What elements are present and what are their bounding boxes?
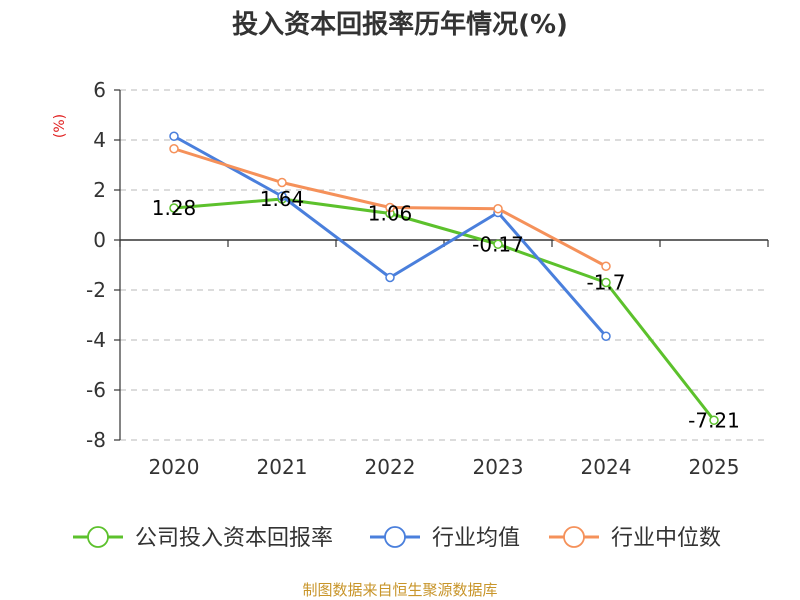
y-tick-label: -2 (86, 278, 106, 302)
legend-label: 行业中位数 (611, 526, 721, 551)
x-tick-label: 2025 (689, 455, 740, 479)
axes (114, 89, 769, 441)
data-point (277, 191, 287, 201)
legend-label: 行业均值 (432, 526, 520, 551)
data-point (601, 277, 611, 288)
data-point (169, 144, 179, 154)
source-note: 制图数据来自恒生聚源数据库 (302, 581, 497, 599)
chart-title: 投入资本回报率历年情况(%) (232, 9, 568, 40)
data-point (385, 202, 395, 213)
data-labels: 1.28 1.64 1.06 -0.17 -1.7 -7.21 (152, 187, 740, 432)
data-label: 1.06 (368, 202, 413, 226)
y-tick-labels: 6 4 2 0 -2 -4 -6 -8 (86, 78, 106, 452)
y-tick-label: -8 (86, 428, 106, 452)
data-point (493, 204, 503, 214)
data-point (709, 415, 719, 425)
y-tick-label: 2 (93, 178, 106, 202)
data-label: 1.64 (260, 187, 305, 211)
legend-item: 公司投入资本回报率 (73, 526, 333, 551)
legend-marker (384, 526, 406, 548)
data-point (277, 177, 287, 188)
legend: 公司投入资本回报率 行业均值 行业中位数 (73, 526, 721, 551)
data-point (601, 331, 611, 341)
y-tick-label: -4 (86, 328, 106, 352)
data-point (601, 261, 611, 271)
x-tick-label: 2024 (581, 455, 632, 479)
x-tick-label: 2022 (365, 455, 416, 479)
series-group (169, 131, 719, 425)
y-tick-label: -6 (86, 378, 106, 402)
data-point (169, 131, 179, 141)
data-label: -7.21 (688, 408, 740, 432)
x-tick-labels: 2020 2021 2022 2023 2024 2025 (149, 455, 740, 479)
data-point (169, 203, 179, 213)
legend-item: 行业中位数 (549, 526, 721, 551)
x-tick-label: 2023 (473, 455, 524, 479)
y-tick-label: 0 (93, 228, 106, 252)
y-axis-label: (%) (52, 114, 68, 138)
y-tick-label: 4 (93, 128, 106, 152)
y-tick-label: 6 (93, 78, 106, 102)
series-line-1 (173, 134, 608, 338)
data-label: 1.28 (152, 196, 197, 220)
data-label: -0.17 (472, 232, 524, 256)
x-tick-label: 2020 (149, 455, 200, 479)
legend-marker (563, 526, 585, 548)
gridlines (120, 89, 768, 441)
data-point (385, 272, 395, 283)
data-point (493, 239, 503, 249)
series-line-0 (173, 197, 716, 422)
legend-label: 公司投入资本回报率 (135, 526, 333, 551)
data-label: -1.7 (586, 271, 625, 295)
legend-item: 行业均值 (370, 526, 520, 551)
x-tick-label: 2021 (257, 455, 308, 479)
legend-marker (87, 526, 109, 548)
